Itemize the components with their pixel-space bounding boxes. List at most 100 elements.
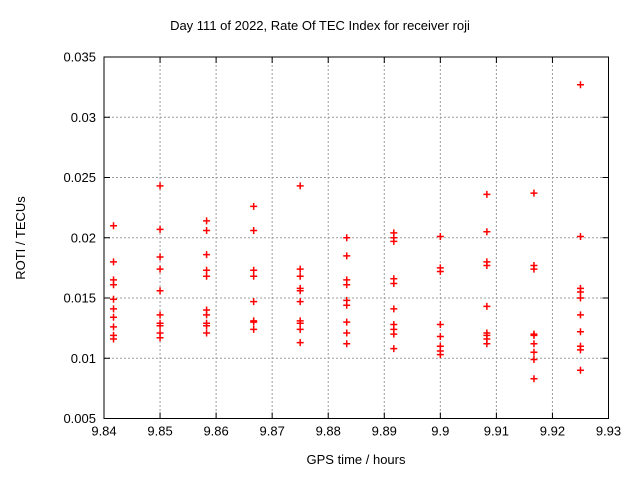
data-point	[296, 182, 304, 190]
data-point	[156, 253, 164, 261]
data-point	[436, 233, 444, 241]
data-point	[110, 335, 118, 343]
data-point	[530, 375, 538, 383]
y-tick-label: 0.03	[71, 110, 96, 125]
data-point	[250, 298, 258, 306]
x-tick-label: 9.92	[540, 424, 565, 439]
data-point	[343, 329, 351, 337]
y-axis-label: ROTI / TECUs	[13, 196, 28, 280]
data-point	[483, 228, 491, 236]
data-point	[296, 339, 304, 347]
data-point	[436, 321, 444, 329]
axes-and-ticks: 9.84 9.85 9.86 9.87 9.88 9.89 9.9 9.91 9.92 9.93 0…	[63, 50, 621, 439]
data-point	[390, 237, 398, 245]
data-point	[483, 190, 491, 198]
data-point	[110, 323, 118, 331]
data-points	[110, 81, 584, 383]
data-point	[390, 305, 398, 313]
data-point	[110, 295, 118, 303]
data-point	[296, 287, 304, 295]
data-point	[250, 227, 258, 235]
data-point	[110, 281, 118, 289]
data-point	[343, 301, 351, 309]
data-point	[203, 227, 211, 235]
data-point	[156, 287, 164, 295]
x-tick-label: 9.88	[316, 424, 341, 439]
data-point	[483, 302, 491, 310]
data-point	[250, 325, 258, 333]
data-point	[576, 328, 584, 336]
chart-title: Day 111 of 2022, Rate Of TEC Index for r…	[170, 18, 470, 33]
data-point	[203, 217, 211, 225]
data-point	[576, 233, 584, 241]
x-tick-label: 9.89	[372, 424, 397, 439]
data-point	[203, 329, 211, 337]
data-point	[530, 331, 538, 339]
x-tick-label: 9.85	[147, 424, 172, 439]
data-point	[530, 265, 538, 273]
data-point	[250, 266, 258, 274]
data-point	[203, 272, 211, 280]
data-point	[576, 81, 584, 89]
data-point	[156, 311, 164, 319]
data-point	[156, 334, 164, 342]
data-point	[343, 281, 351, 289]
data-point	[296, 319, 304, 327]
data-point	[530, 348, 538, 356]
data-point	[390, 330, 398, 338]
data-point	[296, 265, 304, 273]
y-tick-label: 0.025	[63, 170, 96, 185]
data-point	[156, 225, 164, 233]
data-point	[576, 294, 584, 302]
data-point	[110, 222, 118, 230]
data-point	[343, 340, 351, 348]
y-tick-label: 0.01	[71, 351, 96, 366]
data-point	[156, 322, 164, 330]
x-axis-label: GPS time / hours	[307, 452, 406, 467]
data-point	[436, 351, 444, 359]
y-tick-label: 0.005	[63, 411, 96, 426]
data-point	[156, 265, 164, 273]
y-tick-label: 0.035	[63, 50, 96, 65]
data-point	[576, 311, 584, 319]
data-point	[110, 305, 118, 313]
data-point	[530, 189, 538, 197]
data-point	[530, 355, 538, 363]
data-point	[250, 272, 258, 280]
data-point	[436, 333, 444, 341]
y-tick-label: 0.015	[63, 291, 96, 306]
x-tick-label: 9.87	[260, 424, 285, 439]
x-tick-label: 9.9	[431, 424, 449, 439]
data-point	[483, 340, 491, 348]
data-point	[390, 280, 398, 288]
data-point	[203, 322, 211, 330]
data-point	[156, 182, 164, 190]
data-point	[250, 318, 258, 326]
data-point	[343, 318, 351, 326]
data-point	[296, 298, 304, 306]
data-point	[296, 272, 304, 280]
data-point	[530, 340, 538, 348]
x-tick-label: 9.84	[91, 424, 116, 439]
data-point	[203, 266, 211, 274]
y-tick-label: 0.02	[71, 230, 96, 245]
x-tick-label: 9.93	[596, 424, 621, 439]
data-point	[250, 202, 258, 210]
data-point	[576, 346, 584, 354]
data-point	[343, 234, 351, 242]
data-point	[203, 251, 211, 259]
x-tick-label: 9.86	[203, 424, 228, 439]
data-point	[576, 366, 584, 374]
data-point	[110, 313, 118, 321]
data-point	[110, 258, 118, 266]
data-point	[483, 261, 491, 269]
data-point	[296, 325, 304, 333]
data-point	[390, 345, 398, 353]
data-point	[576, 288, 584, 296]
data-point	[343, 252, 351, 260]
data-point	[436, 267, 444, 275]
data-point	[203, 311, 211, 319]
